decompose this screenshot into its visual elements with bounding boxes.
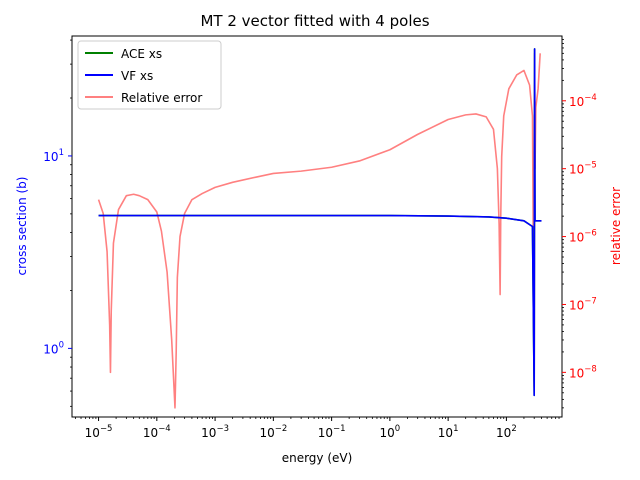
y-left-tick-label: 101 xyxy=(43,148,64,164)
y-axis-right: 10−8 10−7 10−6 10−5 10−4 xyxy=(562,39,597,409)
y-right-tick-label: 10−6 xyxy=(569,229,597,245)
legend: ACE xs VF xs Relative error xyxy=(77,40,222,110)
y-right-tick-label: 10−5 xyxy=(569,161,597,177)
legend-label-vf-xs: VF xs xyxy=(121,69,153,83)
legend-box xyxy=(77,40,222,110)
legend-label-relative-error: Relative error xyxy=(121,91,202,105)
y-right-tick-label: 10−8 xyxy=(569,364,597,380)
plot-frame xyxy=(71,35,563,418)
x-tick-label: 10−2 xyxy=(259,424,287,440)
x-axis-label: energy (eV) xyxy=(282,451,353,465)
chart-title: MT 2 vector fitted with 4 poles xyxy=(200,12,429,30)
x-tick-label: 100 xyxy=(380,424,401,440)
y-axis-left-label: cross section (b) xyxy=(15,177,29,276)
y-axis-left: 100 101 xyxy=(43,39,72,407)
x-axis: 10−5 10−4 10−3 10−2 10−1 100 101 102 xyxy=(74,417,560,440)
plot-series xyxy=(97,48,542,409)
y-left-tick-label: 100 xyxy=(43,340,64,356)
x-tick-label: 101 xyxy=(438,424,459,440)
series-line-vf-xs xyxy=(98,48,542,397)
x-tick-label: 102 xyxy=(496,424,517,440)
x-tick-label: 10−5 xyxy=(85,424,113,440)
y-right-tick-label: 10−7 xyxy=(569,296,597,312)
x-tick-label: 10−4 xyxy=(143,424,171,440)
x-tick-label: 10−1 xyxy=(318,424,346,440)
series-line-relative-error xyxy=(97,52,541,409)
y-axis-right-label: relative error xyxy=(609,187,623,265)
y-right-tick-label: 10−4 xyxy=(569,93,597,109)
x-tick-label: 10−3 xyxy=(201,424,229,440)
legend-label-ace-xs: ACE xs xyxy=(121,47,162,61)
